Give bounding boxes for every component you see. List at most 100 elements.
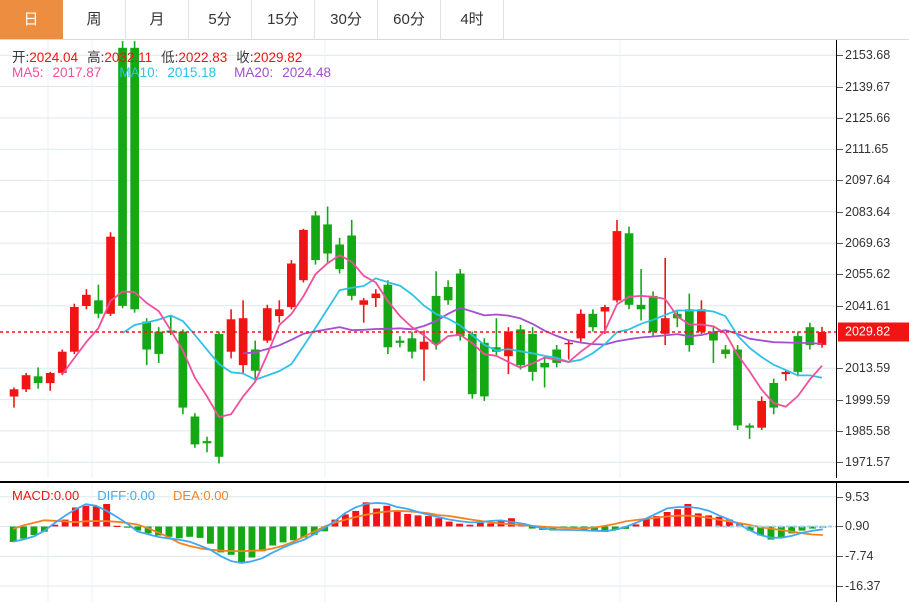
- tab-1[interactable]: 周: [63, 0, 126, 39]
- macd-bar: [414, 515, 422, 527]
- tabbar-filler: [504, 0, 909, 39]
- price-axis-tick: [837, 430, 843, 432]
- tab-6[interactable]: 60分: [378, 0, 441, 39]
- candle-body: [407, 338, 417, 352]
- price-axis-label: 2055.62: [845, 267, 891, 282]
- candle-body: [383, 284, 393, 348]
- tab-4[interactable]: 15分: [252, 0, 315, 39]
- price-axis-label: 2111.65: [845, 142, 889, 157]
- macd-bar: [476, 522, 484, 527]
- price-axis-tick: [837, 117, 843, 119]
- macd-bar: [632, 524, 640, 527]
- macd-axis[interactable]: 9.53 0.90 -7.74 -16.37: [836, 483, 909, 602]
- candle-body: [685, 309, 694, 346]
- macd-bar: [40, 526, 48, 532]
- candle-body: [335, 244, 344, 270]
- candle-body: [709, 331, 718, 341]
- candle-body: [9, 389, 19, 397]
- macd-bar: [134, 526, 142, 531]
- macd-bar: [227, 526, 235, 555]
- candle-body: [82, 294, 91, 306]
- candle-body: [178, 331, 188, 408]
- macd-bar: [674, 509, 681, 527]
- tab-7[interactable]: 4时: [441, 0, 504, 39]
- candle-body: [817, 332, 827, 345]
- candle-body: [419, 341, 429, 350]
- candle-body: [33, 376, 43, 383]
- macd-bar: [92, 506, 100, 527]
- macd-bar: [611, 526, 619, 530]
- macd-bar: [767, 526, 775, 540]
- candle-body: [648, 295, 658, 332]
- macd-bar: [549, 526, 557, 531]
- macd-axis-tick: [837, 556, 843, 558]
- price-axis-tick: [837, 55, 843, 57]
- macd-bar: [777, 526, 785, 539]
- price-axis-tick: [837, 305, 843, 307]
- price-axis-label: 2013.59: [845, 361, 891, 376]
- candle-body: [142, 321, 151, 350]
- macd-bar: [113, 525, 121, 527]
- macd-bar: [746, 526, 754, 531]
- timeframe-tabbar: 日周月 5分 15分 30分 60分 4时: [0, 0, 909, 40]
- candle-body: [275, 309, 284, 316]
- macd-bar: [248, 526, 256, 558]
- price-axis[interactable]: 2153.68 2139.67 2125.66 2111.65 2097.64 2083.…: [836, 40, 909, 478]
- macd-bar: [809, 526, 816, 529]
- candle-body: [660, 318, 670, 334]
- price-axis-label: 2041.61: [845, 298, 891, 313]
- candle-body: [118, 47, 127, 306]
- macd-bar: [653, 516, 661, 527]
- candle-body: [733, 349, 742, 426]
- macd-bar: [798, 526, 806, 531]
- macd-bar: [705, 515, 713, 527]
- price-axis-label: 2125.66: [845, 110, 891, 125]
- candle-body: [721, 349, 730, 354]
- price-pane: 开:2024.04 高:2032.11 低:2022.83 收:2029.82 MA5…: [0, 40, 909, 478]
- macd-bar: [663, 512, 671, 527]
- tab-5[interactable]: 30分: [315, 0, 378, 39]
- candle-body: [359, 300, 369, 305]
- price-axis-label: 2069.63: [845, 236, 891, 251]
- macd-bar: [238, 526, 245, 563]
- candle-body: [612, 231, 622, 301]
- candle-body: [45, 373, 55, 384]
- price-axis-label: 1971.57: [845, 455, 891, 470]
- macd-bar: [207, 526, 214, 544]
- candle-body: [443, 286, 453, 301]
- candle-body: [299, 229, 308, 281]
- macd-bar: [103, 504, 111, 527]
- price-axis-tick: [837, 180, 843, 182]
- price-axis-label: 2097.64: [845, 173, 891, 188]
- price-plot-area[interactable]: [0, 40, 836, 478]
- price-axis-label: 2139.67: [845, 79, 891, 94]
- macd-bar: [165, 526, 173, 537]
- macd-axis-tick: [837, 526, 843, 528]
- price-axis-tick: [837, 274, 843, 276]
- candle-body: [624, 233, 634, 305]
- tab-0[interactable]: 日: [0, 0, 63, 39]
- candle-body: [769, 383, 779, 408]
- macd-bar: [466, 524, 474, 527]
- macd-pane: MACD:0.00 DIFF:0.00 DEA:0.00 9.53 0.90 -7.74…: [0, 481, 909, 602]
- candle-body: [757, 400, 766, 428]
- macd-axis-label: -7.74: [845, 549, 874, 564]
- candle-body: [697, 309, 706, 332]
- macd-bar: [425, 516, 432, 527]
- macd-plot-area[interactable]: [0, 483, 836, 602]
- price-axis-tick: [837, 243, 843, 245]
- macd-bar: [393, 510, 401, 527]
- macd-bar: [487, 523, 495, 527]
- candle-body: [226, 319, 236, 352]
- candle-body: [250, 349, 260, 371]
- tab-2[interactable]: 月: [126, 0, 189, 39]
- candle-body: [431, 295, 441, 344]
- price-axis-tick: [837, 368, 843, 370]
- macd-bar: [383, 505, 391, 527]
- candle-body: [395, 340, 405, 343]
- macd-axis-tick: [837, 496, 843, 498]
- tab-3[interactable]: 5分: [189, 0, 252, 39]
- macd-bar: [445, 521, 453, 527]
- macd-bar: [642, 518, 650, 527]
